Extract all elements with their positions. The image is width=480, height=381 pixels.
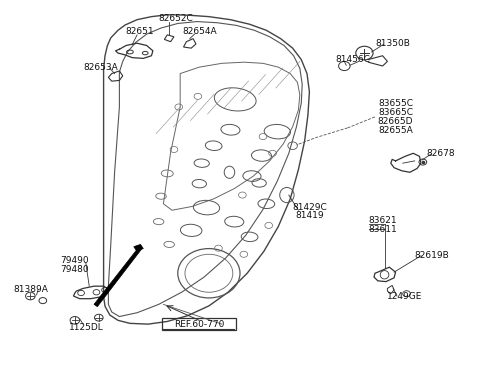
Text: 81419: 81419 — [295, 211, 324, 221]
Text: 83655C: 83655C — [378, 99, 413, 108]
Text: 79480: 79480 — [60, 264, 89, 274]
Text: 1249GE: 1249GE — [387, 291, 423, 301]
Text: 81456C: 81456C — [335, 55, 370, 64]
Text: 82651: 82651 — [125, 27, 154, 36]
Polygon shape — [94, 247, 142, 307]
Text: 82655A: 82655A — [378, 126, 413, 135]
Text: 81350B: 81350B — [376, 39, 410, 48]
Text: 1125DL: 1125DL — [69, 323, 103, 331]
Text: REF.60-770: REF.60-770 — [174, 320, 225, 329]
Text: 83665C: 83665C — [378, 108, 413, 117]
Text: 83621: 83621 — [368, 216, 397, 226]
Text: 81389A: 81389A — [13, 285, 48, 295]
Text: 82665D: 82665D — [378, 117, 413, 126]
Text: 83611: 83611 — [368, 225, 397, 234]
Text: 82652C: 82652C — [158, 14, 193, 23]
Text: 82678: 82678 — [427, 149, 456, 158]
Polygon shape — [134, 244, 144, 251]
Text: 82619B: 82619B — [414, 251, 449, 259]
Text: 81429C: 81429C — [292, 203, 327, 212]
Text: 82653A: 82653A — [84, 62, 119, 72]
Text: 82654A: 82654A — [182, 27, 216, 36]
Text: 79490: 79490 — [60, 256, 89, 265]
